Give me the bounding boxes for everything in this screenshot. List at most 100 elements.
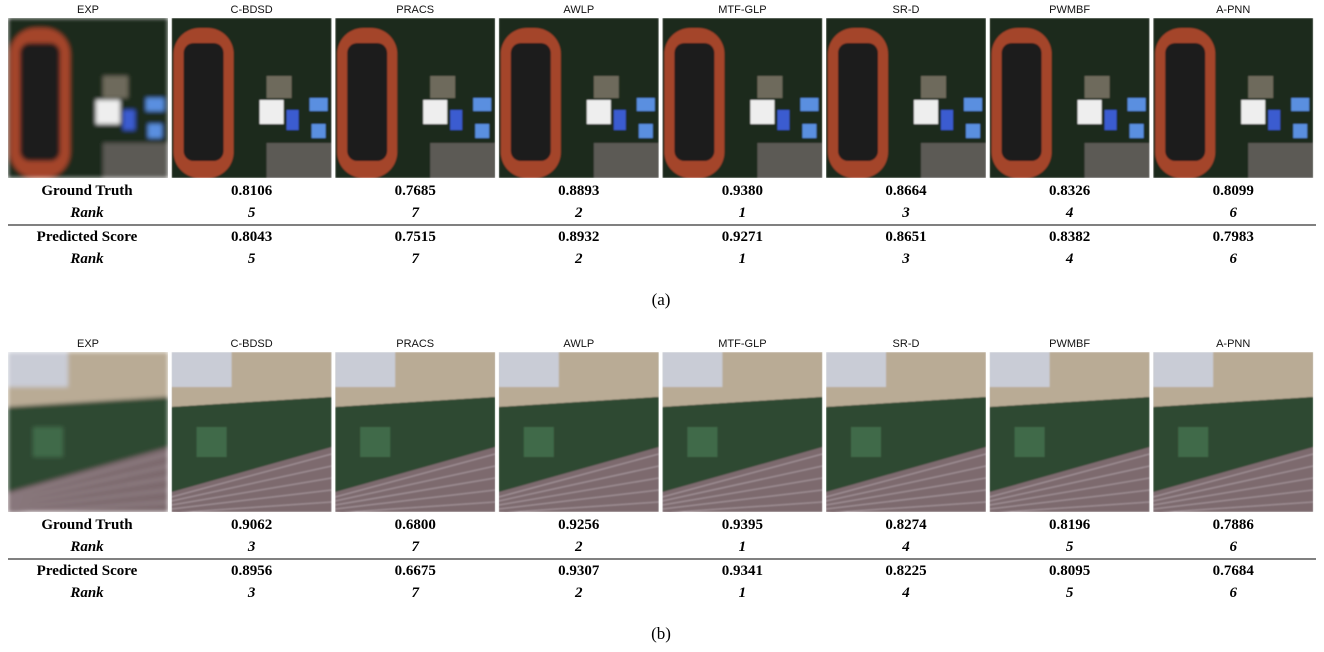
image-road <box>103 143 168 178</box>
score: 0.9256 <box>558 517 600 533</box>
result-image <box>8 352 168 513</box>
image-roof <box>777 110 789 130</box>
image-building <box>587 100 611 124</box>
method-label: PWMBF <box>1049 338 1090 350</box>
rank: 7 <box>411 585 419 601</box>
image-roof <box>614 110 626 130</box>
score: 0.8382 <box>1049 229 1090 245</box>
image-patch <box>687 427 717 457</box>
score: 0.9380 <box>722 183 763 199</box>
rank: 2 <box>574 539 583 555</box>
rank: 3 <box>247 539 256 555</box>
image-roof <box>1268 110 1280 130</box>
rank: 1 <box>739 251 747 267</box>
rank: 5 <box>1066 585 1074 601</box>
method-label: EXP <box>77 4 99 16</box>
method-label: C-BDSD <box>231 4 273 16</box>
image-building <box>750 100 774 124</box>
score: 0.8664 <box>885 183 927 199</box>
rank: 3 <box>901 205 910 221</box>
image-road <box>267 143 332 178</box>
image-field <box>347 43 387 161</box>
method-label: A-PNN <box>1216 4 1250 16</box>
image-roofs <box>662 352 722 387</box>
image-roof <box>1291 98 1309 111</box>
image-ground <box>1248 76 1273 98</box>
image-roofs <box>335 352 395 387</box>
image-ground <box>757 76 782 98</box>
score: 0.7983 <box>1213 229 1254 245</box>
score: 0.9341 <box>722 563 763 579</box>
result-image <box>172 18 332 178</box>
image-building <box>260 100 284 124</box>
method-label: C-BDSD <box>231 338 273 350</box>
image-field <box>674 43 714 161</box>
image-roofs <box>1153 352 1213 387</box>
rank: 5 <box>1066 539 1074 555</box>
score: 0.6675 <box>395 563 436 579</box>
rank: 4 <box>1065 251 1074 267</box>
image-building <box>914 100 938 124</box>
image-roof <box>148 124 162 138</box>
image-roofs <box>8 352 68 387</box>
image-field <box>184 43 224 161</box>
result-image <box>335 352 495 513</box>
score: 0.9271 <box>722 229 763 245</box>
result-image <box>335 18 495 178</box>
rank: 6 <box>1229 251 1237 267</box>
figure: EXPC-BDSDPRACSAWLPMTF-GLPSR-DPWMBFA-PNNG… <box>0 0 1324 652</box>
rank: 5 <box>248 205 256 221</box>
rank: 6 <box>1229 585 1237 601</box>
image-roof <box>639 124 653 138</box>
method-label: MTF-GLP <box>718 4 766 16</box>
image-roof <box>475 124 489 138</box>
score: 0.9062 <box>231 517 272 533</box>
image-road <box>1085 143 1150 178</box>
result-image <box>826 18 986 178</box>
result-image <box>990 18 1150 178</box>
result-image <box>662 18 822 178</box>
score: 0.7684 <box>1213 563 1255 579</box>
image-patch <box>1015 427 1045 457</box>
image-roofs <box>499 352 559 387</box>
result-image <box>172 352 332 513</box>
image-road <box>1248 143 1313 178</box>
image-patch <box>524 427 554 457</box>
image-field <box>1165 43 1205 161</box>
score: 0.7886 <box>1213 517 1255 533</box>
method-label: A-PNN <box>1216 338 1250 350</box>
score: 0.8106 <box>231 183 273 199</box>
image-building <box>1078 100 1102 124</box>
method-label: SR-D <box>893 4 920 16</box>
image-roofs <box>826 352 886 387</box>
image-road <box>921 143 986 178</box>
row-label: Predicted Score <box>37 563 138 579</box>
result-image <box>662 352 822 513</box>
method-label: AWLP <box>563 4 594 16</box>
image-ground <box>430 76 455 98</box>
rank: 4 <box>901 539 910 555</box>
score: 0.8326 <box>1049 183 1091 199</box>
caption: (b) <box>651 624 671 643</box>
rank: 4 <box>901 585 910 601</box>
rank: 2 <box>574 585 583 601</box>
method-label: PWMBF <box>1049 4 1090 16</box>
score: 0.8956 <box>231 563 273 579</box>
score: 0.8196 <box>1049 517 1091 533</box>
rank: 1 <box>739 205 747 221</box>
rank: 1 <box>739 585 747 601</box>
result-image <box>1153 352 1313 513</box>
image-roof <box>473 98 491 111</box>
rank: 7 <box>411 251 419 267</box>
image-ground <box>103 76 128 98</box>
image-road <box>757 143 822 178</box>
method-label: PRACS <box>396 338 434 350</box>
result-image <box>8 18 168 178</box>
page: EXPC-BDSDPRACSAWLPMTF-GLPSR-DPWMBFA-PNNG… <box>0 0 1324 652</box>
row-label: Predicted Score <box>37 229 138 245</box>
image-roof <box>1105 110 1117 130</box>
rank: 6 <box>1229 205 1237 221</box>
score: 0.8893 <box>558 183 599 199</box>
rank: 5 <box>248 251 256 267</box>
score: 0.9395 <box>722 517 763 533</box>
